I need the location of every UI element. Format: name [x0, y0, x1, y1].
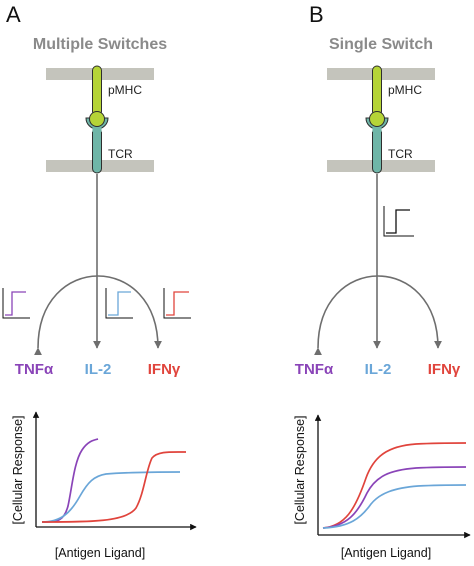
tcr-stalk — [372, 127, 382, 174]
branch-arrow — [313, 275, 442, 356]
panel-letter: A — [6, 2, 21, 27]
cytokine-label-ifng: IFNγ — [148, 361, 181, 378]
panel-title: Multiple Switches — [33, 36, 167, 53]
switch-icon-il2 — [105, 288, 133, 319]
tcr-neck — [372, 127, 382, 132]
pmhc-ball — [89, 111, 105, 127]
curve-ifng — [41, 451, 187, 523]
curve-tnfa — [322, 466, 467, 529]
tcr-stalk — [92, 127, 102, 174]
tcr-neck — [92, 127, 102, 132]
curve-il2 — [322, 484, 467, 529]
panel-letter: B — [309, 2, 324, 27]
panel-a: A Multiple Switches pMHC TCR T — [2, 2, 197, 560]
x-axis-label: [Antigen Ligand] — [341, 546, 431, 560]
panel-b: B Single Switch pMHC TCR TNFα IL-2 IFNγ … — [293, 2, 471, 560]
branch-arrow — [33, 275, 162, 356]
pmhc-stalk — [92, 65, 102, 117]
pmhc-label: pMHC — [108, 83, 142, 97]
cytokine-label-tnfa: TNFα — [15, 361, 54, 378]
curve-il2 — [41, 471, 181, 523]
cytokine-label-tnfa: TNFα — [295, 361, 334, 378]
cytokine-label-il2: IL-2 — [365, 361, 392, 378]
y-axis-label: [Cellular Response] — [293, 415, 307, 524]
pmhc-stalk — [372, 65, 382, 117]
switch-icon-single — [383, 206, 414, 237]
curve-ifng — [322, 442, 467, 529]
cytokine-label-il2: IL-2 — [85, 361, 112, 378]
tcr-label: TCR — [108, 147, 133, 161]
x-axis-label: [Antigen Ligand] — [55, 546, 145, 560]
cytokine-label-ifng: IFNγ — [428, 361, 461, 378]
panel-title: Single Switch — [329, 36, 433, 53]
y-axis-label: [Cellular Response] — [11, 415, 25, 524]
switch-icon-ifng — [163, 288, 191, 319]
curve-tnfa — [41, 438, 99, 523]
pmhc-label: pMHC — [388, 83, 422, 97]
pmhc-ball — [369, 111, 385, 127]
tcr-label: TCR — [388, 147, 413, 161]
switch-icon-tnf — [2, 288, 30, 319]
